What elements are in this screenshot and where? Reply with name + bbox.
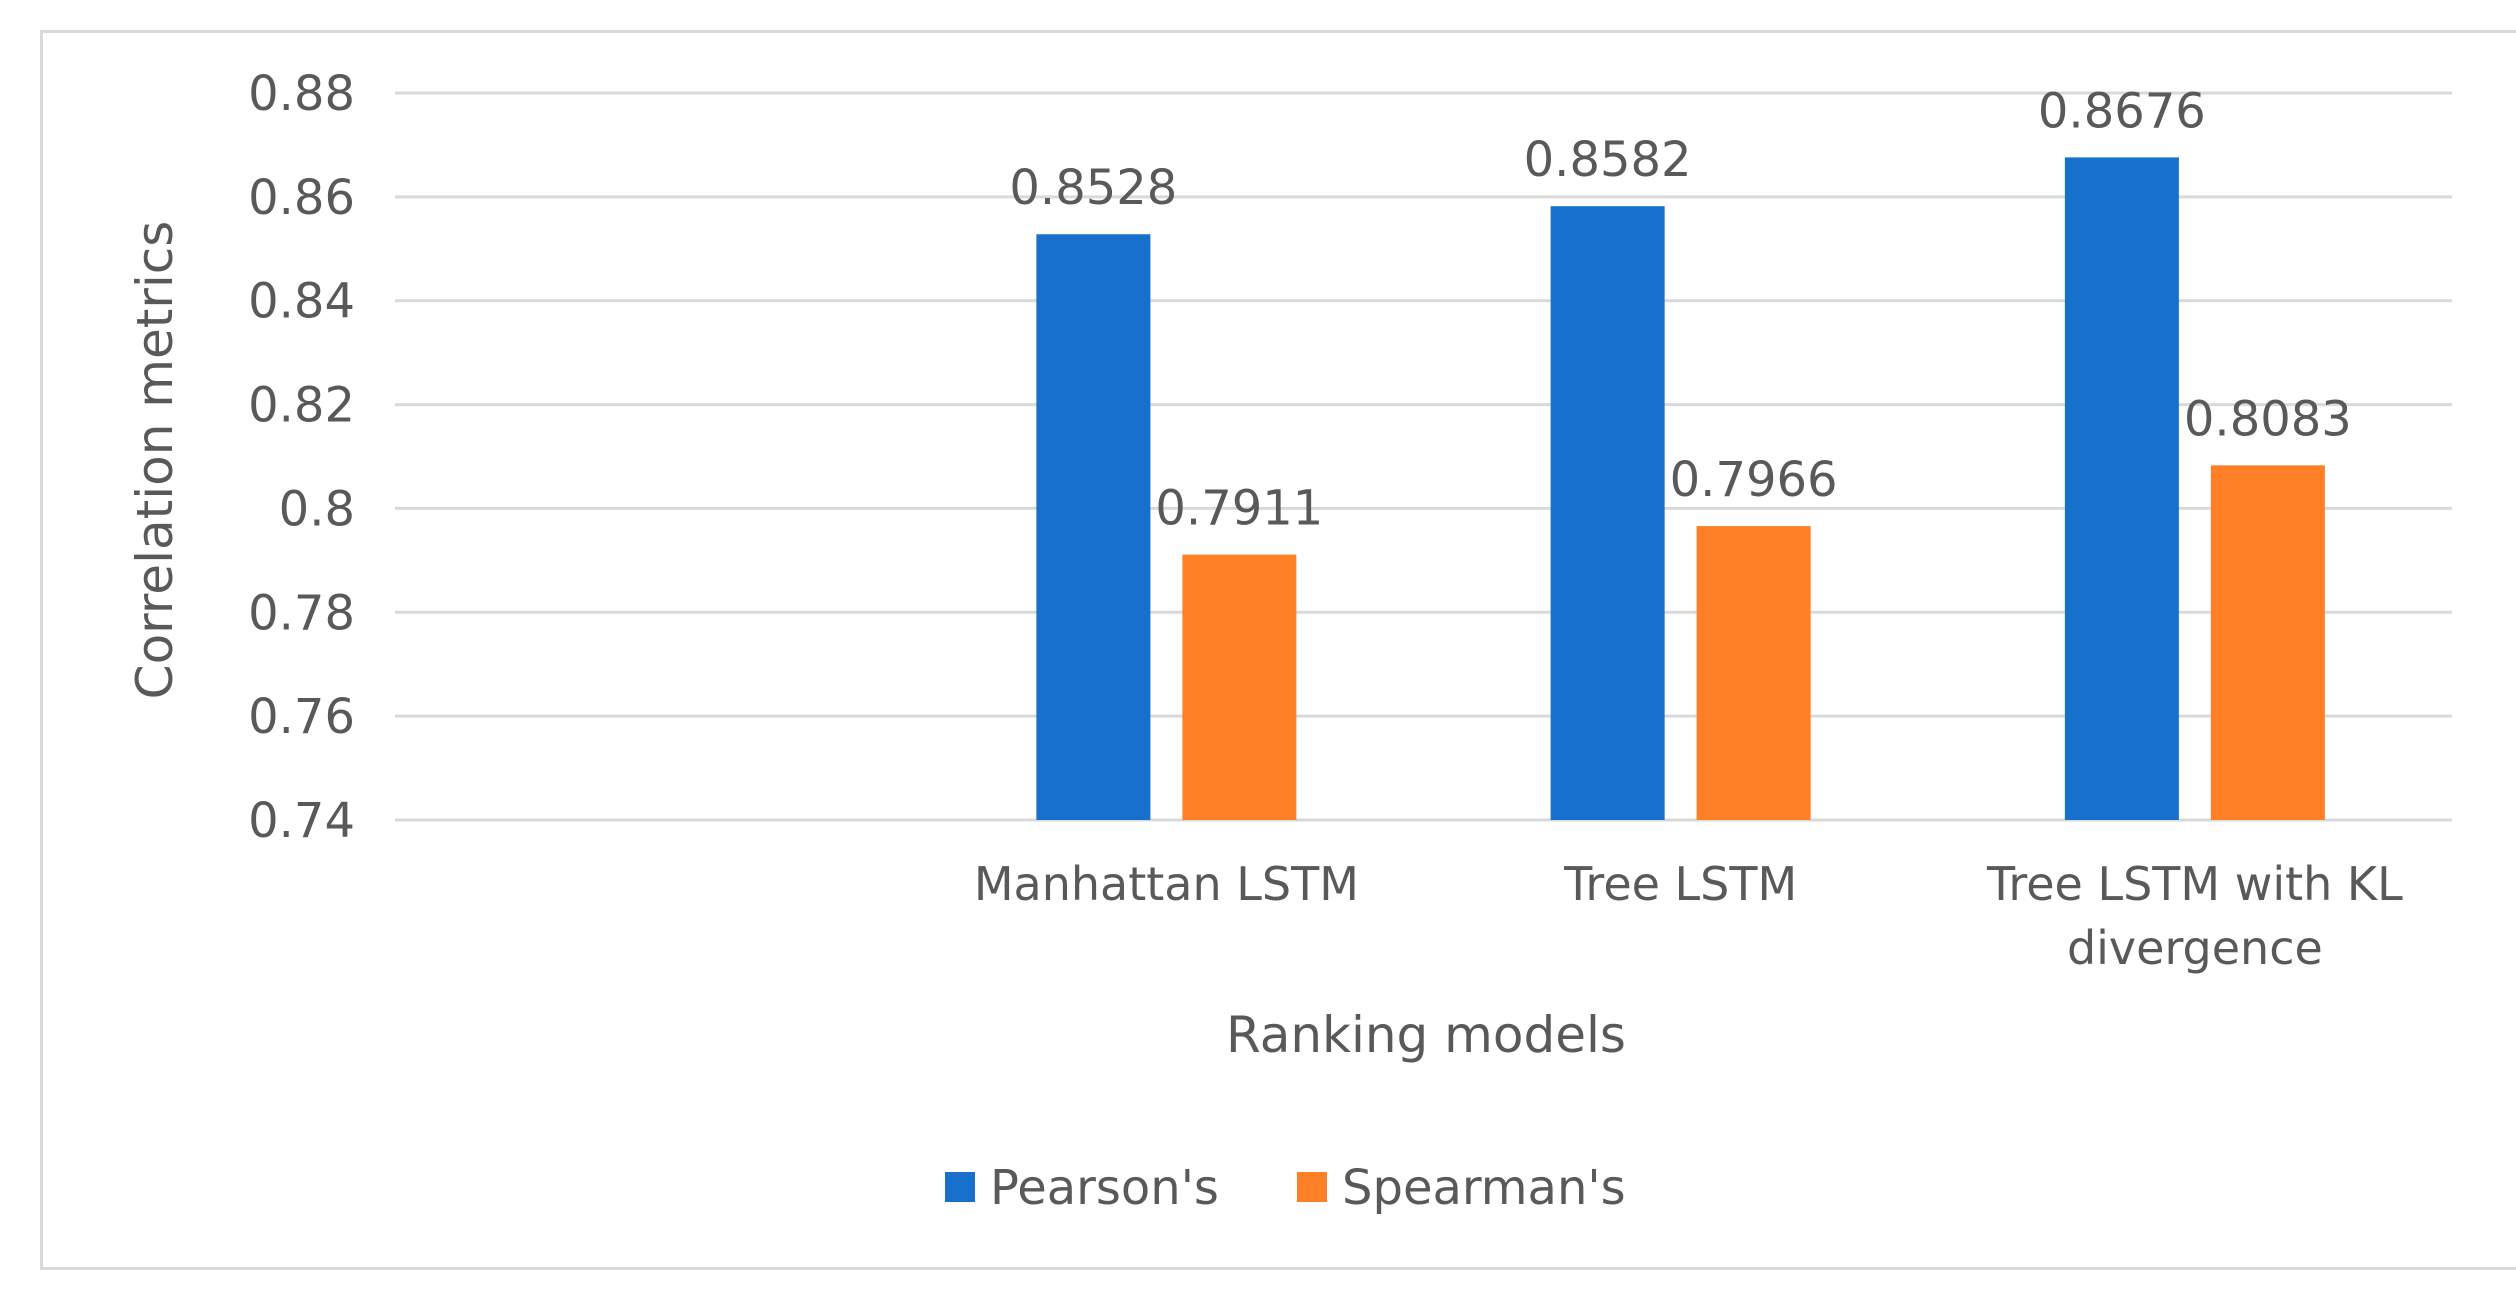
bar-pearson-tree	[1550, 206, 1665, 820]
x-tick-label: Tree LSTM with KL	[1986, 857, 2403, 911]
bar-pearson-manhattan	[1036, 234, 1151, 820]
legend-label: Spearman's	[1342, 1160, 1626, 1216]
legend-swatch	[945, 1172, 975, 1202]
y-tick-label: 0.74	[248, 793, 355, 849]
data-label: 0.8676	[2038, 83, 2206, 139]
bar-pearson-tree-kl	[2064, 157, 2179, 821]
y-tick-label: 0.88	[248, 66, 355, 122]
legend: Pearson's Spearman's	[945, 1160, 1626, 1216]
data-label: 0.8582	[1524, 132, 1692, 188]
y-tick-label: 0.8	[279, 481, 355, 537]
x-axis-title: Ranking models	[1226, 1006, 1626, 1064]
legend-swatch	[1297, 1172, 1327, 1202]
y-tick-label: 0.86	[248, 170, 355, 226]
y-tick-label: 0.78	[248, 585, 355, 641]
data-label: 0.7911	[1155, 481, 1323, 537]
y-axis-title: Correlation metrics	[126, 221, 184, 700]
y-tick-label: 0.76	[248, 689, 355, 745]
bar-spearman-tree-kl	[2210, 465, 2325, 820]
x-tick-label: divergence	[2067, 921, 2323, 975]
data-label: 0.8083	[2184, 391, 2352, 447]
x-tick-label: Tree LSTM	[1563, 857, 1797, 911]
bar-spearman-manhattan	[1182, 554, 1297, 820]
bar-spearman-tree	[1696, 526, 1811, 820]
bars	[1036, 157, 2325, 821]
x-tick-label: Manhattan LSTM	[974, 857, 1359, 911]
axis-ticks: 0.74 0.76 0.78 0.8 0.82 0.84 0.86 0.88 Manhattan…	[248, 66, 2403, 975]
data-labels: 0.8528 0.7911 0.8582 0.7966 0.8676 0.8083	[1009, 83, 2351, 536]
y-tick-label: 0.82	[248, 378, 355, 434]
y-tick-label: 0.84	[248, 274, 355, 330]
legend-label: Pearson's	[990, 1160, 1219, 1216]
data-label: 0.8528	[1009, 160, 1177, 216]
data-label: 0.7966	[1670, 452, 1838, 508]
